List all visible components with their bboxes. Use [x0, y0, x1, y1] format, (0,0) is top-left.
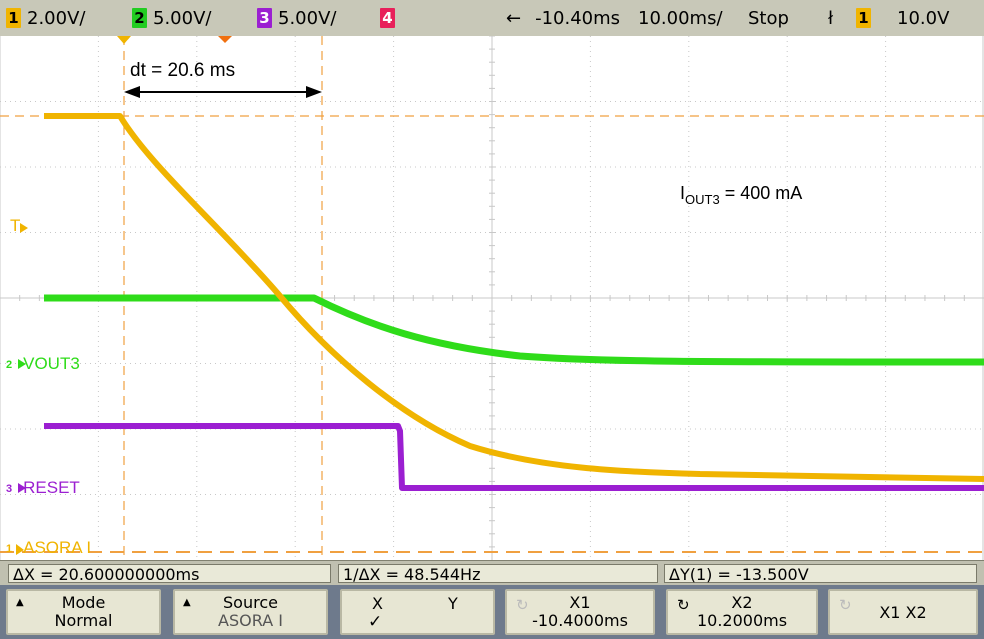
ch2-badge: 2 [132, 8, 147, 28]
rotate-knob-icon: ↻ [839, 596, 852, 614]
trigger-marker-label: T [10, 216, 21, 235]
iout-subscript: OUT3 [685, 192, 720, 207]
rotate-knob-icon: ↻ [677, 596, 690, 614]
ch1-label-name: ASORA I [23, 538, 92, 557]
trace-vout3 [44, 294, 984, 366]
x1-softkey[interactable]: ↻ X1 -10.4000ms [505, 589, 655, 635]
iout-value: = 400 mA [719, 183, 803, 203]
source-label: Source [223, 593, 278, 612]
trace-asora [44, 113, 984, 482]
ch3-label-name: RESET [23, 478, 80, 497]
ch4-badge: 4 [380, 8, 395, 28]
ch2-scale-value: 5.00V/ [153, 7, 212, 29]
x2-softkey[interactable]: ↻ X2 10.2000ms [666, 589, 818, 635]
ch1-label: 1 ASORA I [6, 538, 91, 558]
timebase-readout[interactable]: 10.00ms/ [638, 7, 723, 29]
ch1-scale-value: 2.00V/ [27, 7, 86, 29]
measurement-bar: ΔX = 20.600000000ms 1/ΔX = 48.544Hz ΔY(1… [0, 560, 984, 585]
ch2-label-name: VOUT3 [23, 354, 80, 373]
ch3-label: 3 RESET [6, 478, 80, 498]
ch3-scale-value: 5.00V/ [278, 7, 337, 29]
mode-softkey[interactable]: ▲ Mode Normal [6, 589, 161, 635]
ch3-label-num: 3 [6, 482, 13, 495]
x1-label: X1 [569, 593, 591, 612]
ch3-ground-marker[interactable] [18, 483, 26, 493]
check-icon: ✓ [368, 612, 383, 632]
status-bar: 1 2.00V/ 2 5.00V/ 3 5.00V/ 4 ← -10.40ms … [0, 0, 984, 37]
trigger-level-marker[interactable] [20, 223, 28, 233]
ch4-scale[interactable]: 4 [380, 7, 401, 29]
iout-annotation: IOUT3 = 400 mA [680, 183, 802, 207]
x2-value: 10.2000ms [696, 611, 788, 630]
x1-value: -10.4000ms [532, 611, 628, 630]
y-option: Y [448, 594, 458, 613]
mode-label: Mode [61, 593, 106, 612]
inverse-delta-x-readout: 1/ΔX = 48.544Hz [338, 564, 658, 584]
delta-x-readout: ΔX = 20.600000000ms [8, 564, 331, 584]
dt-arrow [124, 86, 322, 98]
graticule [0, 36, 984, 560]
run-state-value: Stop [748, 7, 789, 29]
delay-value: -10.40ms [535, 7, 621, 29]
x-option: X [372, 594, 383, 613]
ch2-label-num: 2 [6, 358, 13, 371]
iout-symbol: I [680, 183, 686, 203]
waveform-display: dt = 20.6 ms IOUT3 = 400 mA T 2 VOUT3 3 RE… [0, 36, 984, 560]
delay-position-marker[interactable] [218, 36, 232, 43]
ch1-scale[interactable]: 1 2.00V/ [6, 7, 85, 29]
waveform-svg [0, 36, 984, 560]
source-arrow-icon: ▲ [183, 597, 191, 608]
softkey-bar: ▲ Mode Normal ▲ Source ASORA I X Y ✓ ↻ X… [0, 585, 984, 639]
rotate-knob-icon: ↻ [516, 596, 529, 614]
delta-y-readout: ΔY(1) = -13.500V [664, 564, 977, 584]
ch1-badge: 1 [6, 8, 21, 28]
dt-annotation: dt = 20.6 ms [130, 60, 236, 81]
trigger-readout[interactable]: 1 10.0V [856, 7, 949, 29]
trigger-edge-icon: ł [828, 7, 834, 29]
trigger-source-badge: 1 [856, 8, 871, 28]
ch2-label: 2 VOUT3 [6, 354, 80, 374]
x2-label: X2 [731, 593, 753, 612]
x1x2-label: X1 X2 [879, 603, 927, 622]
source-softkey[interactable]: ▲ Source ASORA I [173, 589, 328, 635]
xy-softkey[interactable]: X Y ✓ [340, 589, 495, 635]
ch3-badge: 3 [257, 8, 272, 28]
mode-value: Normal [54, 611, 113, 630]
source-value: ASORA I [218, 611, 283, 630]
run-state[interactable]: Stop [748, 7, 789, 29]
ch1-label-num: 1 [6, 542, 13, 555]
ch2-ground-marker[interactable] [18, 359, 26, 369]
mode-arrow-icon: ▲ [16, 597, 24, 608]
ch2-scale[interactable]: 2 5.00V/ [132, 7, 211, 29]
trace-reset [44, 423, 984, 491]
trigger-level-value: 10.0V [897, 7, 950, 29]
delay-readout[interactable]: ← -10.40ms [506, 7, 620, 29]
trigger-position-marker[interactable] [117, 36, 131, 44]
timebase-value: 10.00ms/ [638, 7, 723, 29]
delay-arrow-icon: ← [506, 7, 522, 29]
ch3-scale[interactable]: 3 5.00V/ [257, 7, 336, 29]
ch1-ground-marker[interactable] [16, 544, 24, 555]
x1x2-softkey[interactable]: ↻ X1 X2 [828, 589, 978, 635]
